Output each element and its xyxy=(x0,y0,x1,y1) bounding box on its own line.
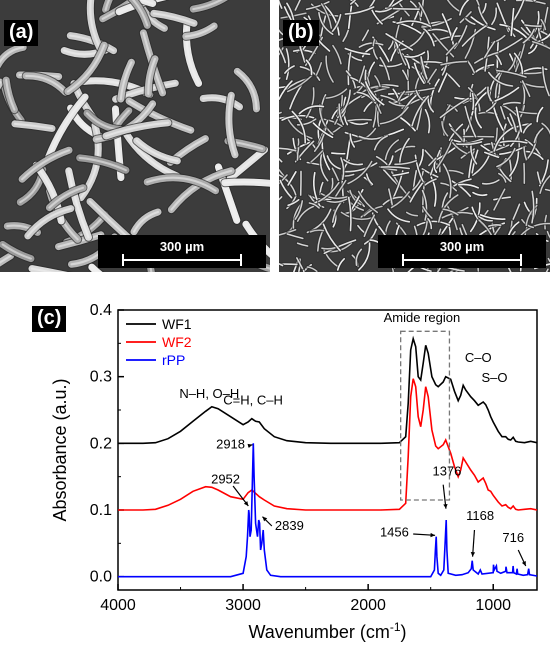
sem-image-b-graphic xyxy=(279,0,550,272)
scale-bar-b-label: 300 µm xyxy=(439,239,485,254)
annotation-label: 1376 xyxy=(432,463,461,478)
ftir-chart: 4000 3000 2000 1000 0.0 0.1 0.2 0.3 0.4 Wavenumbe… xyxy=(50,302,538,642)
panel-label-c: (c) xyxy=(32,306,67,332)
x-tick-label: 4000 xyxy=(100,597,136,614)
plot-frame xyxy=(117,309,538,591)
scale-bar-b: 300 µm xyxy=(378,235,546,268)
series-line-wf2 xyxy=(118,378,537,511)
annotation-arrow xyxy=(232,485,249,507)
annotation-label: N–H, O–H xyxy=(179,386,239,401)
series-line-rpp xyxy=(118,443,537,578)
annotation-arrow xyxy=(517,549,527,567)
y-axis-label: Absorbance (a.u.) xyxy=(50,378,70,521)
y-tick-label: 0.3 xyxy=(90,369,112,386)
annotation-label: C=H, C–H xyxy=(223,393,283,408)
y-tick-label: 0.2 xyxy=(90,435,112,452)
amide-region-box xyxy=(400,330,451,501)
legend-label: WF2 xyxy=(162,334,192,350)
x-tick-label: 3000 xyxy=(225,597,261,614)
annotation-label: S–O xyxy=(481,370,507,385)
y-tick-label: 0.0 xyxy=(90,569,112,586)
annotation-label: 2839 xyxy=(275,518,304,533)
y-tick-label: 0.1 xyxy=(90,502,112,519)
annotation-arrow xyxy=(247,443,253,449)
annotation-label: 1168 xyxy=(466,508,494,523)
legend-label: rPP xyxy=(162,352,185,368)
annotation-label: 716 xyxy=(502,530,524,545)
scale-bar-a: 300 µm xyxy=(98,235,266,268)
annotation-arrow xyxy=(413,532,436,538)
annotation-arrow xyxy=(262,516,273,527)
panel-label-a: (a) xyxy=(4,20,39,46)
annotation-label: C–O xyxy=(465,350,492,365)
sem-image-a-graphic xyxy=(0,0,270,272)
series-line-wf1 xyxy=(118,335,537,445)
x-tick-label: 1000 xyxy=(475,597,511,614)
scale-bar-a-line xyxy=(122,254,242,266)
sem-image-b: (b) 300 µm xyxy=(279,0,550,272)
sem-image-a: (a) 300 µm xyxy=(0,0,270,272)
annotation-arrow xyxy=(442,484,448,509)
annotation-arrow xyxy=(470,529,476,557)
sem-fibers xyxy=(0,0,270,272)
annotation-label: 2918 xyxy=(216,437,245,452)
panel-label-b: (b) xyxy=(283,20,319,46)
annotation-label: 1456 xyxy=(380,525,409,540)
x-tick-label: 2000 xyxy=(350,597,386,614)
legend-label: WF1 xyxy=(162,316,192,332)
x-axis-label: Wavenumber (cm-1) xyxy=(248,620,406,642)
scale-bar-b-line xyxy=(402,254,522,266)
annotation-label: 2952 xyxy=(211,471,240,486)
y-tick-label: 0.4 xyxy=(90,302,112,319)
annotation-label: Amide region xyxy=(384,310,461,325)
scale-bar-a-label: 300 µm xyxy=(159,239,205,254)
